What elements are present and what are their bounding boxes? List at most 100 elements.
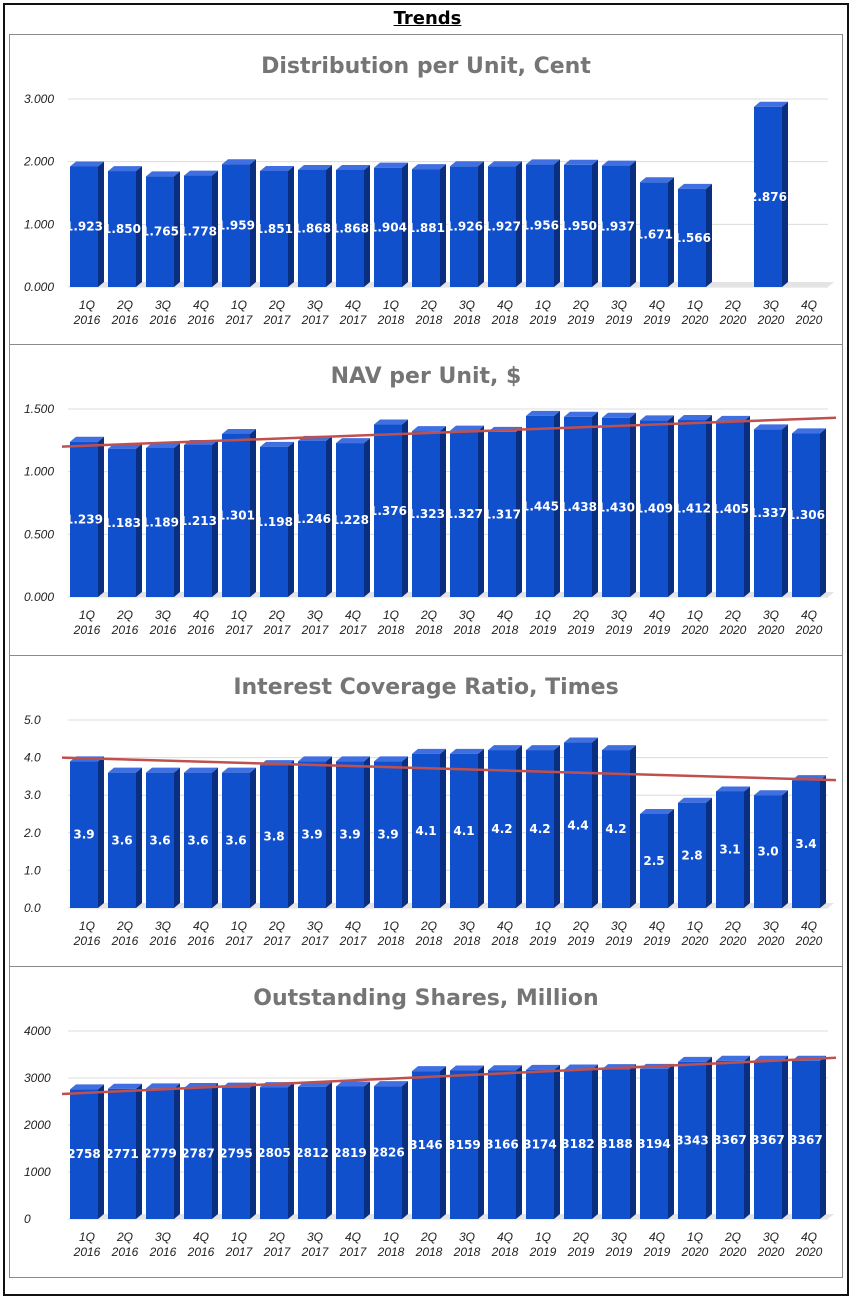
x-tick-label: 4Q 2019: [643, 1230, 671, 1259]
bar: [222, 767, 256, 908]
bar-top: [564, 159, 598, 165]
data-label: 1.327: [445, 507, 483, 521]
bar-top: [526, 410, 560, 416]
bar-side: [402, 756, 408, 908]
bar-front: [450, 753, 478, 908]
x-tick-label: 2Q 2017: [263, 608, 292, 637]
data-label: 3166: [485, 1138, 518, 1152]
data-label: 1.445: [521, 499, 559, 513]
bar-side: [820, 428, 826, 597]
bar-top: [222, 159, 256, 165]
x-tick-label: 4Q 2018: [491, 919, 519, 948]
bar-side: [174, 767, 180, 908]
data-label: 1.189: [141, 515, 179, 529]
bar-side: [592, 737, 598, 908]
data-label: 1.850: [103, 222, 141, 236]
x-tick-label: 3Q 2017: [301, 1230, 330, 1259]
x-tick-label: 3Q 2016: [149, 1230, 177, 1259]
bar-front: [336, 761, 364, 908]
bar-side: [706, 415, 712, 597]
x-tick-label: 1Q 2017: [225, 298, 254, 327]
bar: [564, 1064, 598, 1219]
bar-front: [716, 791, 744, 908]
bar: [754, 101, 788, 288]
x-tick-label: 3Q 2020: [757, 919, 785, 948]
bar: [412, 1066, 446, 1219]
y-tick-label: 0.000: [24, 590, 54, 604]
bar: [298, 435, 332, 597]
bar: [602, 160, 636, 287]
bar-front: [602, 1069, 630, 1219]
bar-side: [478, 161, 484, 287]
bar: [336, 438, 370, 597]
x-tick-label: 1Q 2019: [529, 608, 557, 637]
bar-side: [364, 1081, 370, 1219]
bar: [450, 748, 484, 908]
bar-top: [488, 745, 522, 751]
x-tick-label: 3Q 2020: [757, 608, 785, 637]
chart-icr: Interest Coverage Ratio, Times 0.0 1.0 2.0 3…: [23, 675, 837, 948]
bar-side: [554, 745, 560, 908]
x-tick-label: 4Q 2019: [643, 608, 671, 637]
bar-side: [440, 426, 446, 597]
bar-front: [792, 1060, 820, 1219]
y-tick-label: 4.0: [24, 751, 41, 765]
bar-side: [174, 1083, 180, 1219]
bar-front: [716, 420, 744, 597]
data-label: 1.868: [293, 221, 331, 235]
bar: [488, 161, 522, 287]
bar-side: [820, 1055, 826, 1219]
bar-side: [782, 1055, 788, 1219]
bar-side: [288, 1082, 294, 1219]
bar-top: [678, 1056, 712, 1062]
data-label: 1.438: [559, 500, 597, 514]
data-label: 1.959: [217, 219, 255, 233]
bar-side: [288, 441, 294, 597]
bar-side: [516, 1065, 522, 1219]
y-tick-label: 5.0: [24, 713, 41, 727]
bar-side: [326, 1081, 332, 1219]
bar-front: [792, 433, 820, 597]
bar-front: [184, 444, 212, 597]
x-tick-label: 2Q 2017: [263, 298, 292, 327]
bar-side: [478, 425, 484, 597]
bar: [412, 748, 446, 908]
x-tick-label: 4Q 2018: [491, 1230, 519, 1259]
data-label: 1.956: [521, 219, 559, 233]
x-tick-label: 2Q 2020: [719, 919, 747, 948]
bar-side: [402, 419, 408, 597]
data-label: 2758: [67, 1147, 100, 1161]
bar: [298, 1081, 332, 1219]
bar-side: [592, 1064, 598, 1219]
x-tick-label: 3Q 2016: [149, 919, 177, 948]
bar-top: [146, 767, 180, 773]
bar: [108, 166, 142, 287]
chart-title: NAV per Unit, $: [331, 364, 522, 389]
bar-top: [678, 415, 712, 421]
x-tick-label: 3Q 2019: [605, 298, 633, 327]
bar-front: [184, 772, 212, 908]
bar-front: [298, 169, 326, 287]
data-label: 1.765: [141, 225, 179, 239]
bar-top: [374, 419, 408, 425]
y-tick-label: 1.0: [24, 863, 41, 877]
chart-title: Distribution per Unit, Cent: [261, 54, 591, 79]
x-tick-label: 2Q 2020: [719, 608, 747, 637]
data-label: 3159: [447, 1138, 480, 1152]
data-label: 1.376: [369, 504, 407, 518]
bar-front: [792, 780, 820, 908]
x-tick-label: 1Q 2020: [681, 608, 709, 637]
x-tick-label: 1Q 2020: [681, 1230, 709, 1259]
bar-top: [716, 786, 750, 792]
data-label: 1.778: [179, 224, 217, 238]
data-label: 2805: [257, 1146, 290, 1160]
bar: [70, 1084, 104, 1219]
bar-front: [640, 420, 668, 597]
bar-top: [564, 411, 598, 417]
bar-side: [478, 1065, 484, 1219]
bar-side: [630, 412, 636, 597]
bar-front: [450, 166, 478, 287]
bar-front: [260, 171, 288, 287]
data-label: 3.6: [111, 833, 132, 847]
data-label: 4.2: [529, 822, 550, 836]
